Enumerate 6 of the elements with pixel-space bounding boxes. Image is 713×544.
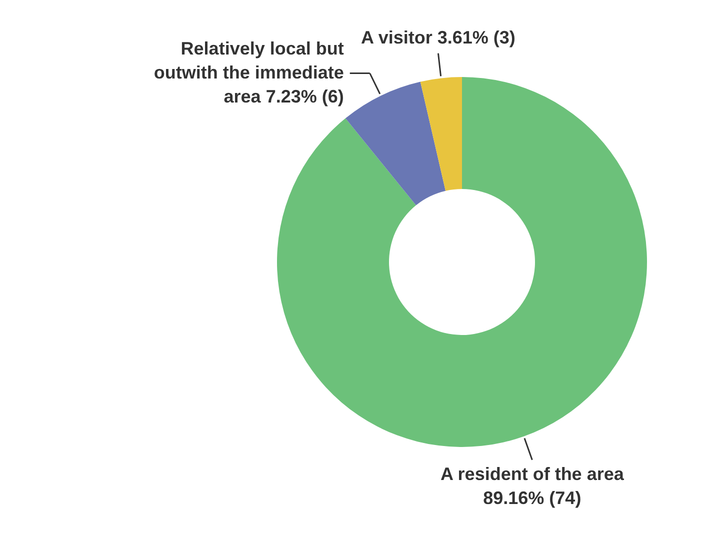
slice-label: A visitor 3.61% (3): [361, 27, 516, 48]
donut-slice: [345, 82, 446, 206]
data-label: 89.16% (74): [483, 488, 582, 508]
donut-slice: [420, 77, 462, 191]
slice-label: Relatively local but outwith the immediate area 7.23% (6): [154, 38, 344, 106]
slice-label: A resident of the area: [440, 464, 625, 484]
